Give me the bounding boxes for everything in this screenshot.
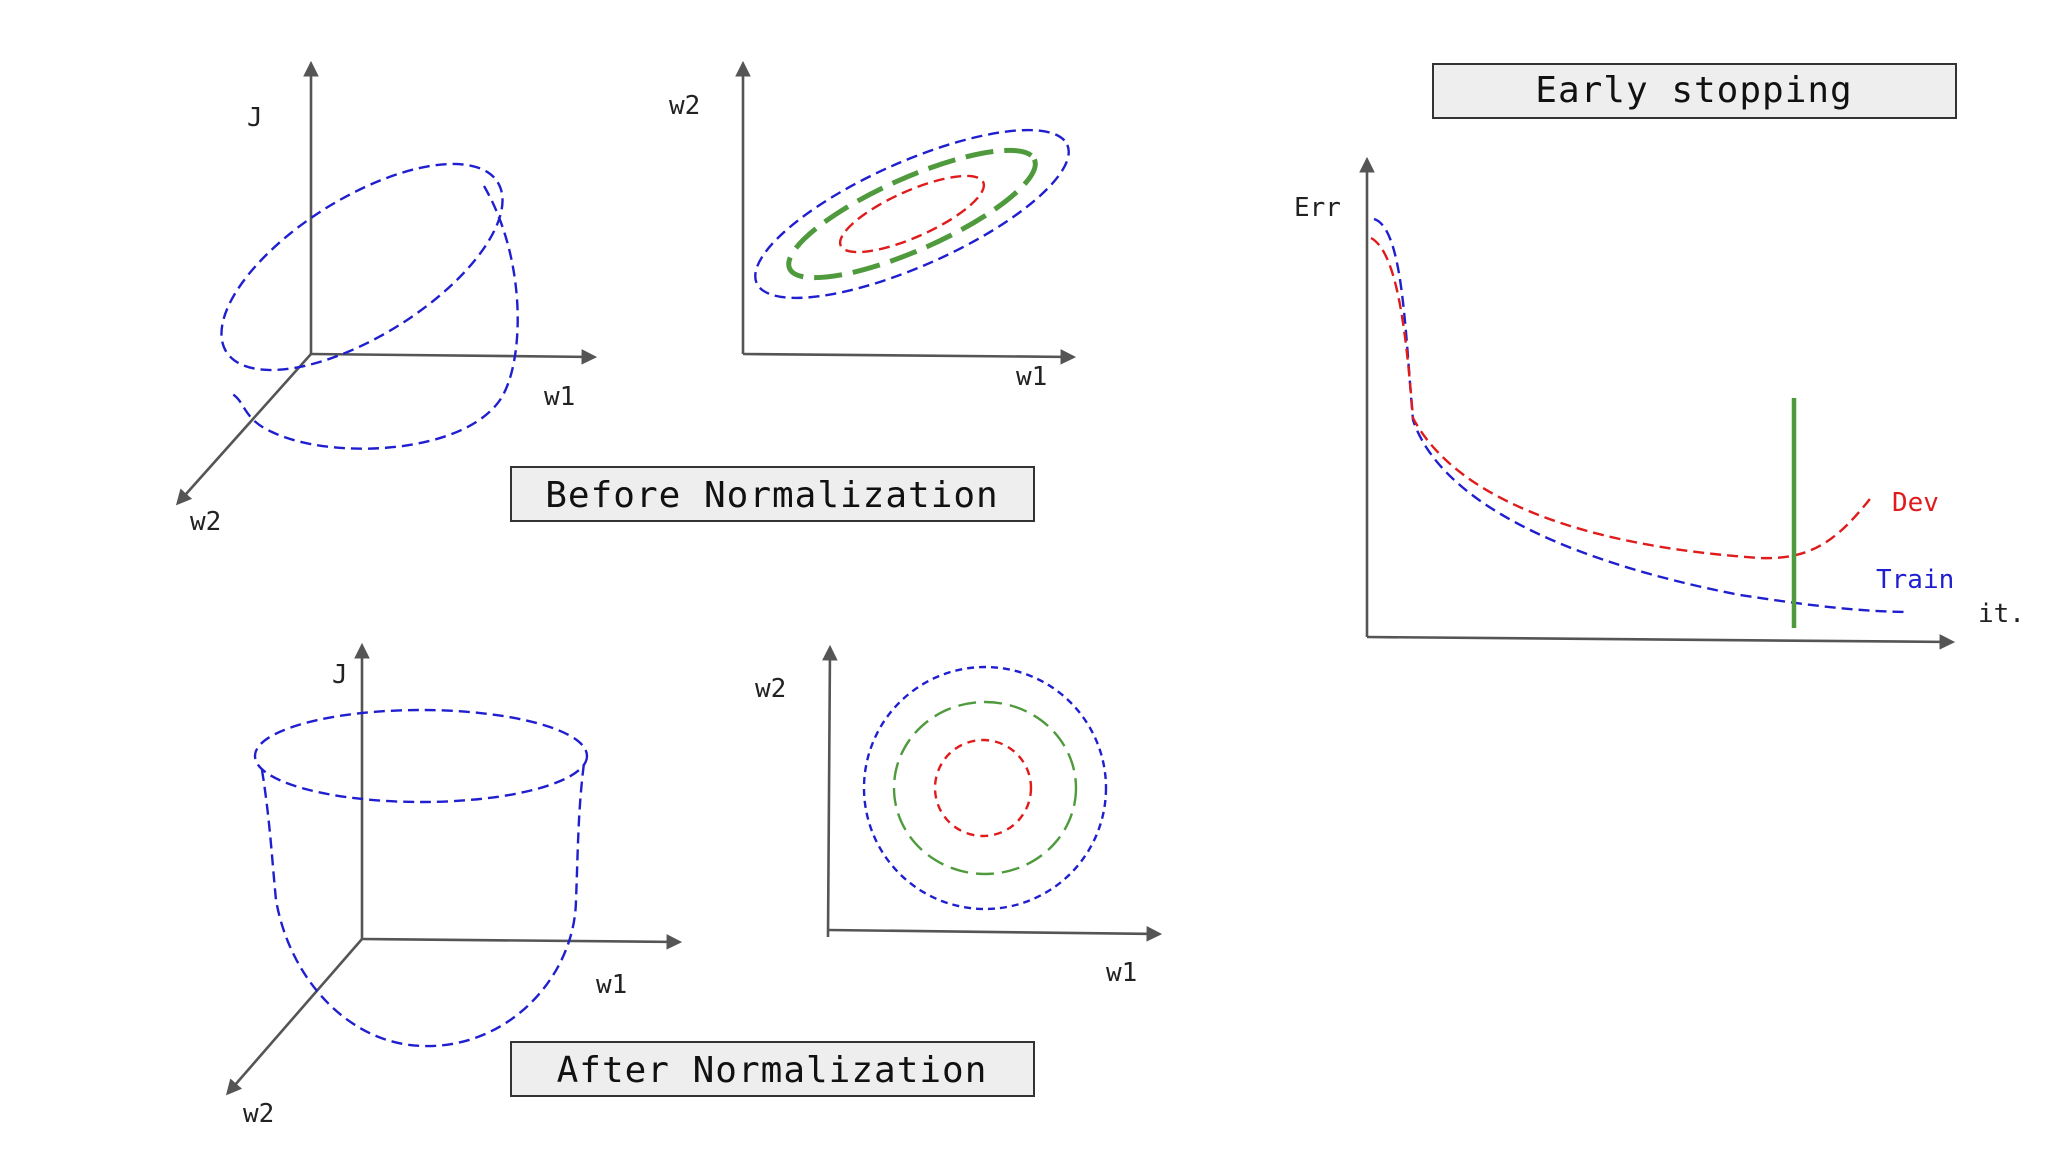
before-bowl-w2-axis	[175, 353, 312, 506]
after-caption-text: After Normalization	[557, 1050, 988, 1091]
early-stopping-diagram: Early stopping Err it. Dev Train	[1294, 63, 2025, 650]
after-contour-middle-circle	[892, 700, 1078, 876]
after-bowl-diagram: J w1 w2	[225, 642, 683, 1129]
after-bowl-j-label: J	[332, 660, 348, 690]
before-bowl-w1-label: w1	[544, 382, 575, 412]
dev-series-label: Dev	[1892, 488, 1939, 518]
before-caption-box	[510, 466, 1035, 522]
after-contour-diagram: w2 w1	[755, 644, 1163, 988]
before-normalization-caption: Before Normalization	[510, 466, 1035, 522]
before-contour-outer-ellipse	[754, 128, 1070, 300]
before-bowl-rim	[220, 162, 504, 372]
after-bowl-w1-label: w1	[596, 970, 627, 1000]
after-bowl-body	[260, 762, 586, 1048]
train-series-label: Train	[1876, 565, 1954, 595]
after-bowl-rim	[253, 708, 589, 804]
early-stopping-err-label: Err	[1294, 193, 1341, 223]
before-contour-w1-label: w1	[1016, 362, 1047, 392]
before-bowl-w1-axis	[310, 349, 598, 365]
after-contour-outer-circle	[862, 665, 1108, 911]
after-caption-box	[510, 1041, 1035, 1097]
after-contour-inner-circle	[933, 738, 1033, 838]
after-contour-w2-axis	[822, 644, 838, 938]
early-stopping-title: Early stopping	[1535, 70, 1852, 111]
early-stopping-it-label: it.	[1978, 599, 2025, 629]
early-stopping-title-box	[1432, 63, 1957, 119]
before-bowl-body	[227, 185, 519, 450]
before-contour-w2-label: w2	[669, 91, 700, 121]
train-error-curve	[1373, 217, 1906, 614]
before-bowl-j-label: J	[247, 103, 263, 133]
after-normalization-caption: After Normalization	[510, 1041, 1035, 1097]
before-caption-text: Before Normalization	[545, 475, 998, 516]
after-contour-w1-label: w1	[1106, 958, 1137, 988]
before-contour-diagram: w2 w1	[669, 60, 1077, 392]
after-contour-w1-axis	[827, 926, 1163, 942]
after-bowl-w2-label: w2	[243, 1099, 274, 1129]
after-contour-w2-label: w2	[755, 674, 786, 704]
before-contour-w1-axis	[742, 349, 1077, 365]
before-contour-inner-ellipse	[838, 174, 986, 254]
early-stopping-it-axis	[1366, 634, 1956, 650]
after-bowl-w2-axis	[225, 938, 363, 1096]
after-bowl-w1-axis	[361, 934, 683, 950]
before-bowl-w2-label: w2	[190, 507, 221, 537]
before-contour-middle-ellipse	[786, 147, 1038, 281]
dev-error-curve	[1370, 236, 1874, 560]
before-bowl-diagram: J w1 w2	[175, 60, 598, 537]
